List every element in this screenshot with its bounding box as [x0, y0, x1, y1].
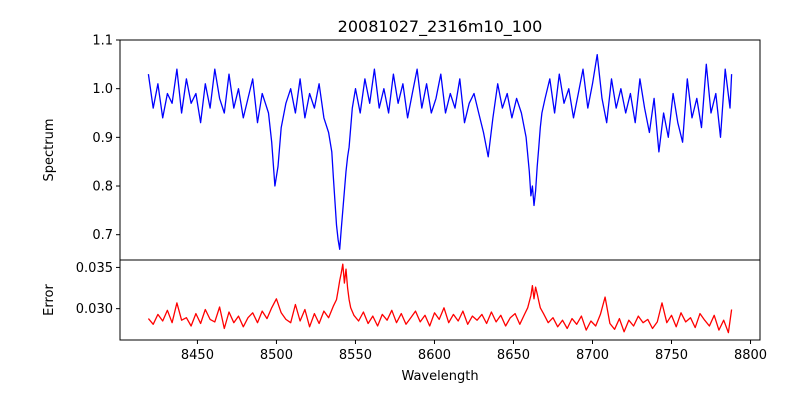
spectrum-y-tick-label: 1.0	[92, 82, 113, 97]
spectrum-y-axis: 0.7 0.8 0.9 1.0 1.1	[92, 34, 120, 243]
spectrum-y-tick-label: 0.9	[92, 131, 113, 146]
spectrum-series-line	[147, 53, 733, 250]
chart-title: 20081027_2316m10_100	[338, 17, 543, 37]
error-series-line	[147, 263, 733, 334]
x-tick-label: 8600	[418, 348, 451, 363]
spectrum-y-label: Spectrum	[42, 119, 57, 182]
spectrum-y-tick-label: 1.1	[92, 34, 113, 49]
spectrum-panel: 0.7 0.8 0.9 1.0 1.1 Spectrum	[42, 34, 761, 261]
error-y-tick-label: 0.030	[76, 302, 113, 317]
spectrum-y-tick-label: 0.7	[92, 228, 113, 243]
x-tick-label: 8500	[260, 348, 293, 363]
x-tick-label: 8700	[576, 348, 609, 363]
error-y-axis: 0.030 0.035	[76, 261, 120, 317]
x-tick-label: 8650	[497, 348, 530, 363]
x-axis: 8450 8500 8550 8600 8650 8700 8750 8800	[181, 340, 767, 363]
x-axis-label: Wavelength	[401, 369, 478, 384]
x-tick-label: 8550	[339, 348, 372, 363]
error-plot-area	[120, 260, 760, 340]
error-y-label: Error	[42, 284, 57, 316]
error-frame	[119, 259, 761, 341]
x-tick-label: 8800	[734, 348, 767, 363]
error-panel: 0.030 0.035 Error	[42, 259, 761, 341]
x-tick-label: 8450	[181, 348, 214, 363]
error-y-tick-label: 0.035	[76, 261, 113, 276]
x-tick-label: 8750	[655, 348, 688, 363]
spectrum-y-tick-label: 0.8	[92, 180, 113, 195]
